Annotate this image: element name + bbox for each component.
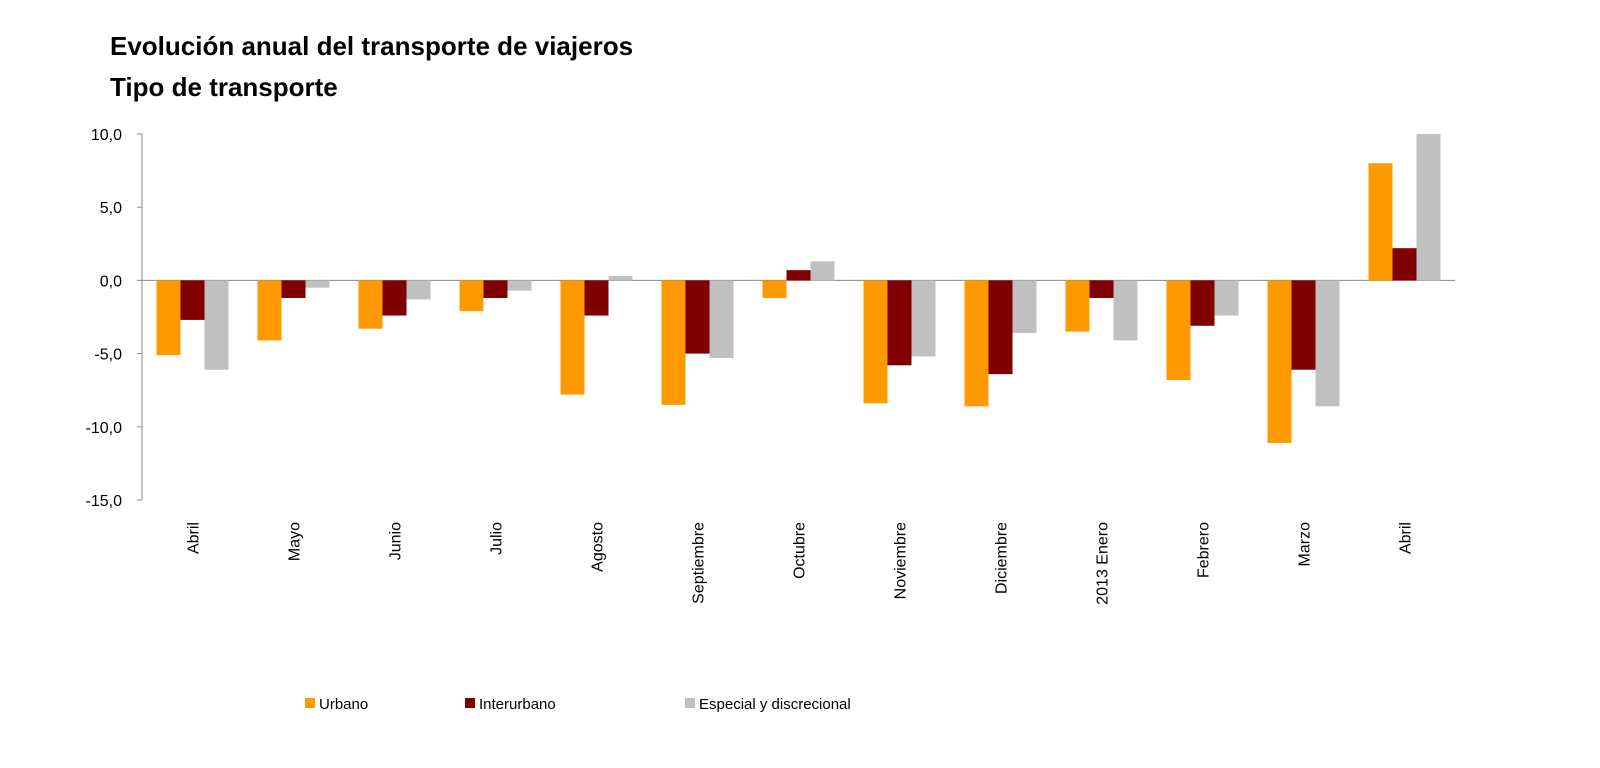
legend-swatch [305, 698, 315, 708]
x-tick-label: Agosto [590, 522, 607, 572]
legend-label: Interurbano [479, 696, 556, 713]
bar [1113, 280, 1138, 341]
bar [709, 280, 734, 358]
y-tick-label: -15,0 [86, 493, 123, 510]
x-tick-label: Febrero [1196, 522, 1213, 578]
bar [257, 280, 282, 341]
bar [608, 276, 633, 281]
bar [507, 280, 532, 291]
bar [406, 280, 431, 300]
x-tick-label: Septiembre [691, 522, 708, 604]
x-tick-label: Marzo [1297, 522, 1314, 567]
bar [786, 270, 811, 281]
bar [1214, 280, 1239, 316]
bar [1089, 280, 1114, 298]
x-tick-label: Noviembre [893, 522, 910, 599]
legend-label: Especial y discrecional [699, 696, 851, 713]
x-tick-label: Abril [186, 522, 203, 554]
y-tick-label: 0,0 [100, 273, 122, 290]
bar [863, 280, 888, 404]
bar [483, 280, 508, 298]
x-tick-label: Julio [489, 522, 506, 555]
bar [964, 280, 989, 407]
bar [810, 261, 835, 281]
bar [180, 280, 205, 320]
legend-swatch [465, 698, 475, 708]
bar [911, 280, 936, 357]
x-tick-label: Junio [388, 522, 405, 560]
bar [281, 280, 306, 298]
chart-title: Evolución anual del transporte de viajer… [110, 31, 633, 61]
bar [1190, 280, 1215, 326]
x-tick-label: Octubre [792, 522, 809, 579]
bar [988, 280, 1013, 375]
bar [1065, 280, 1090, 332]
bar [1012, 280, 1037, 334]
legend-label: Urbano [319, 696, 368, 713]
bar [459, 280, 484, 312]
bar [1416, 134, 1441, 281]
x-tick-label: Diciembre [994, 522, 1011, 594]
bar [1166, 280, 1191, 380]
bar [661, 280, 686, 405]
bar [204, 280, 229, 370]
bar [1315, 280, 1340, 407]
bar [685, 280, 710, 354]
bar [887, 280, 912, 366]
bar [1392, 248, 1417, 281]
x-tick-label: Mayo [287, 522, 304, 561]
legend-swatch [685, 698, 695, 708]
bar [156, 280, 181, 356]
bar [1368, 163, 1393, 281]
bar [560, 280, 585, 395]
y-tick-label: 10,0 [91, 127, 122, 144]
y-tick-label: 5,0 [100, 200, 122, 217]
bar [1291, 280, 1316, 370]
x-tick-label: 2013 Enero [1095, 522, 1112, 605]
chart-subtitle: Tipo de transporte [110, 72, 338, 102]
bar [1267, 280, 1292, 443]
bar [382, 280, 407, 316]
bar [305, 280, 330, 288]
y-tick-label: -10,0 [86, 420, 123, 437]
x-tick-label: Abril [1398, 522, 1415, 554]
bar [762, 280, 787, 298]
bar [358, 280, 383, 329]
y-tick-label: -5,0 [94, 347, 122, 364]
bar [584, 280, 609, 316]
